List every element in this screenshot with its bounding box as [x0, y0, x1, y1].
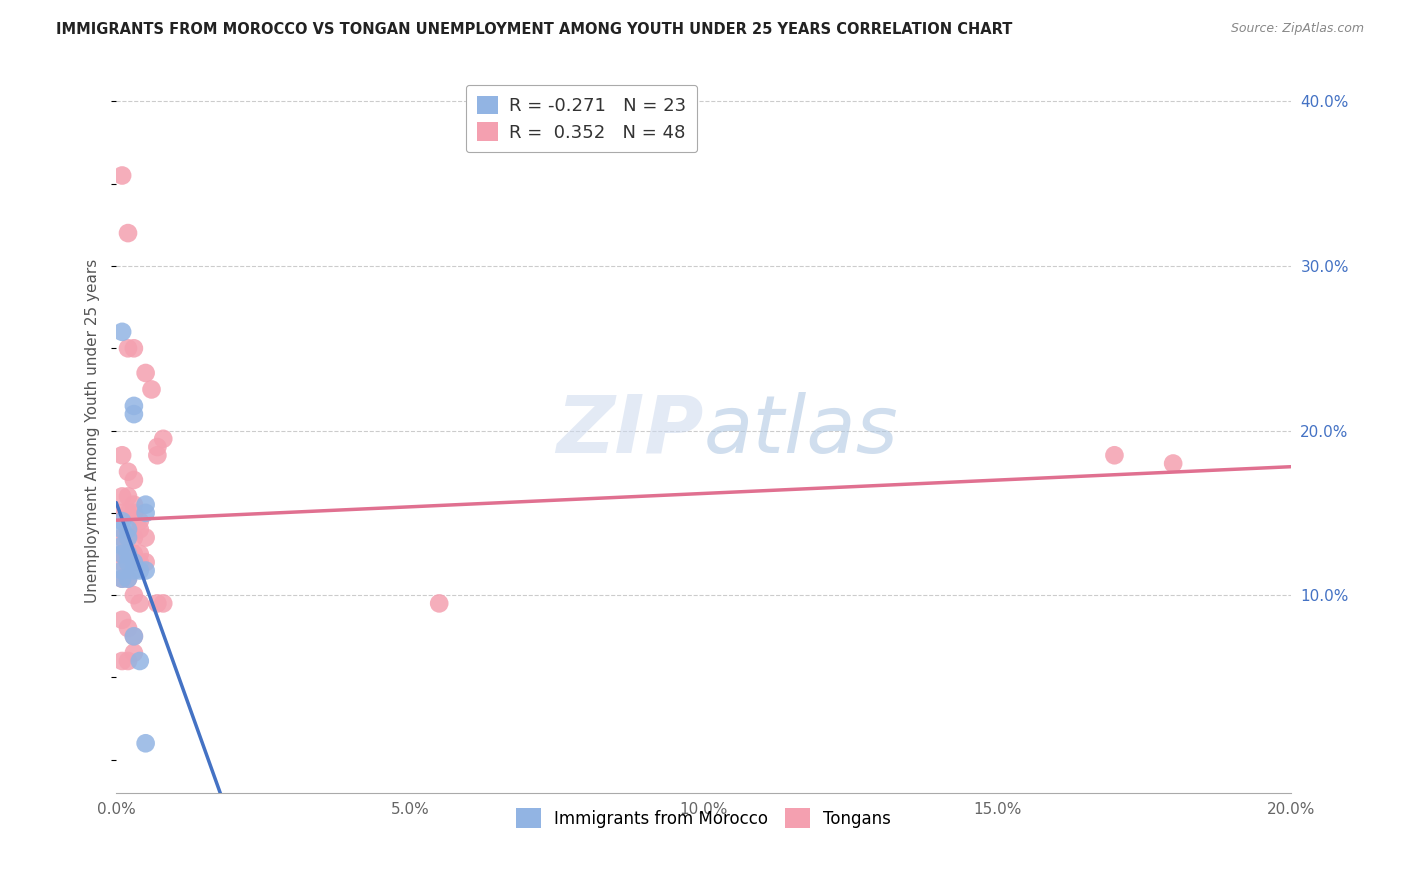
Point	[111, 572, 134, 586]
Point	[146, 440, 169, 454]
Y-axis label: Unemployment Among Youth under 25 years: Unemployment Among Youth under 25 years	[86, 259, 100, 603]
Point	[128, 596, 150, 610]
Point	[122, 399, 145, 413]
Point	[117, 654, 139, 668]
Point	[135, 555, 157, 569]
Point	[122, 629, 145, 643]
Point	[117, 341, 139, 355]
Point	[128, 514, 150, 528]
Point	[122, 506, 145, 520]
Point	[111, 539, 134, 553]
Point	[128, 555, 150, 569]
Point	[146, 596, 169, 610]
Point	[1104, 448, 1126, 462]
Point	[427, 596, 450, 610]
Point	[1161, 457, 1184, 471]
Point	[122, 341, 145, 355]
Point	[122, 498, 145, 512]
Point	[117, 547, 139, 561]
Point	[122, 531, 145, 545]
Point	[117, 465, 139, 479]
Point	[117, 522, 139, 536]
Point	[111, 564, 134, 578]
Point	[117, 547, 139, 561]
Point	[122, 564, 145, 578]
Point	[111, 522, 134, 536]
Text: ZIP: ZIP	[555, 392, 703, 469]
Point	[111, 547, 134, 561]
Point	[128, 654, 150, 668]
Point	[128, 547, 150, 561]
Point	[122, 555, 145, 569]
Point	[135, 506, 157, 520]
Point	[122, 555, 145, 569]
Point	[135, 366, 157, 380]
Text: IMMIGRANTS FROM MOROCCO VS TONGAN UNEMPLOYMENT AMONG YOUTH UNDER 25 YEARS CORREL: IMMIGRANTS FROM MOROCCO VS TONGAN UNEMPL…	[56, 22, 1012, 37]
Point	[111, 555, 134, 569]
Point	[111, 531, 134, 545]
Point	[111, 448, 134, 462]
Point	[111, 514, 134, 528]
Text: atlas: atlas	[703, 392, 898, 469]
Point	[117, 572, 139, 586]
Point	[152, 596, 174, 610]
Point	[122, 646, 145, 660]
Point	[117, 621, 139, 635]
Legend: Immigrants from Morocco, Tongans: Immigrants from Morocco, Tongans	[509, 801, 897, 835]
Point	[117, 226, 139, 240]
Point	[135, 736, 157, 750]
Point	[146, 448, 169, 462]
Point	[117, 506, 139, 520]
Point	[111, 169, 134, 183]
Point	[141, 383, 163, 397]
Point	[117, 555, 139, 569]
Point	[111, 325, 134, 339]
Point	[135, 498, 157, 512]
Point	[111, 613, 134, 627]
Point	[117, 555, 139, 569]
Point	[111, 490, 134, 504]
Point	[128, 522, 150, 536]
Point	[152, 432, 174, 446]
Point	[135, 531, 157, 545]
Point	[117, 490, 139, 504]
Point	[122, 407, 145, 421]
Point	[111, 572, 134, 586]
Point	[122, 629, 145, 643]
Point	[111, 654, 134, 668]
Point	[111, 547, 134, 561]
Point	[117, 531, 139, 545]
Point	[122, 588, 145, 602]
Point	[135, 564, 157, 578]
Point	[111, 506, 134, 520]
Point	[117, 531, 139, 545]
Text: Source: ZipAtlas.com: Source: ZipAtlas.com	[1230, 22, 1364, 36]
Point	[122, 473, 145, 487]
Point	[128, 564, 150, 578]
Point	[122, 547, 145, 561]
Point	[117, 572, 139, 586]
